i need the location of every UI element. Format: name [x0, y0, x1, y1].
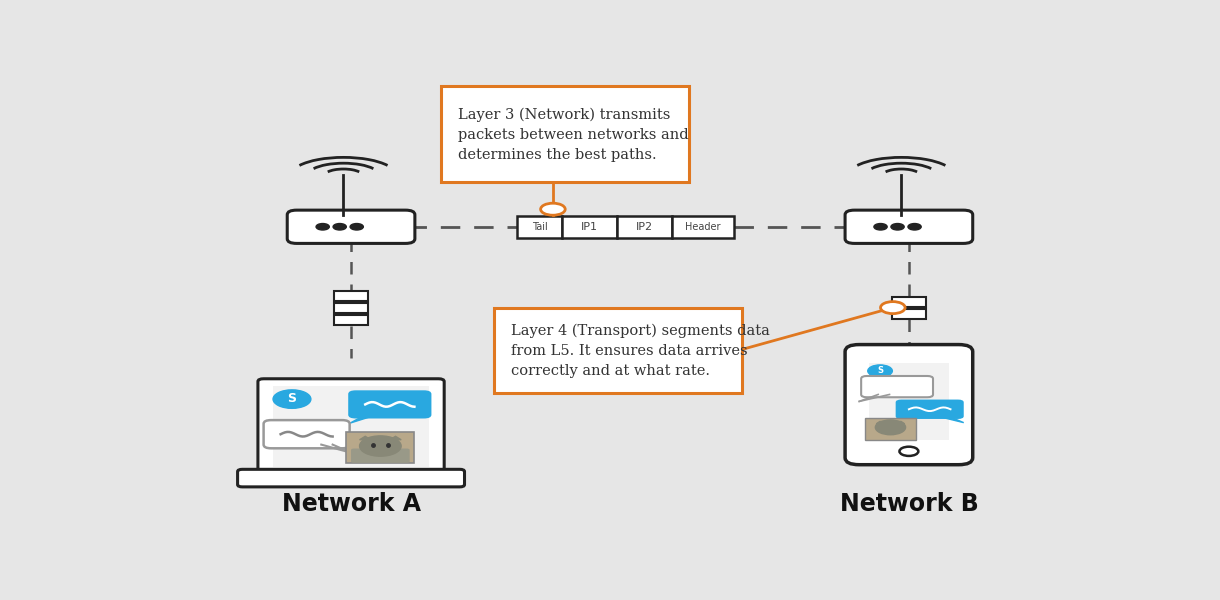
Polygon shape	[859, 394, 889, 401]
FancyBboxPatch shape	[348, 391, 432, 419]
FancyBboxPatch shape	[865, 418, 916, 440]
Circle shape	[360, 436, 401, 456]
FancyBboxPatch shape	[440, 86, 689, 182]
Circle shape	[875, 420, 905, 435]
FancyBboxPatch shape	[895, 400, 964, 419]
FancyBboxPatch shape	[287, 210, 415, 244]
Circle shape	[891, 224, 904, 230]
Text: IP2: IP2	[636, 222, 653, 232]
Circle shape	[874, 224, 887, 230]
Polygon shape	[937, 416, 964, 422]
FancyBboxPatch shape	[273, 386, 429, 467]
Circle shape	[540, 203, 565, 215]
Polygon shape	[350, 415, 377, 423]
FancyBboxPatch shape	[892, 308, 926, 319]
FancyBboxPatch shape	[334, 302, 368, 313]
FancyBboxPatch shape	[334, 314, 368, 325]
Polygon shape	[321, 445, 351, 453]
Text: S: S	[877, 366, 883, 375]
Circle shape	[867, 365, 892, 377]
Polygon shape	[897, 421, 905, 424]
Polygon shape	[876, 421, 883, 424]
Text: Layer 4 (Transport) segments data
from L5. It ensures data arrives
correctly and: Layer 4 (Transport) segments data from L…	[511, 323, 770, 377]
Polygon shape	[390, 436, 401, 440]
Circle shape	[333, 224, 346, 230]
FancyBboxPatch shape	[351, 449, 410, 463]
FancyBboxPatch shape	[845, 210, 972, 244]
FancyBboxPatch shape	[861, 376, 933, 397]
FancyBboxPatch shape	[845, 344, 972, 464]
FancyBboxPatch shape	[517, 215, 562, 238]
FancyBboxPatch shape	[562, 215, 617, 238]
Text: S: S	[288, 392, 296, 405]
Circle shape	[273, 390, 311, 409]
Text: Header: Header	[686, 222, 721, 232]
Circle shape	[316, 224, 329, 230]
Text: Layer 3 (Network) transmits
packets between networks and
determines the best pat: Layer 3 (Network) transmits packets betw…	[458, 107, 688, 161]
FancyBboxPatch shape	[617, 215, 672, 238]
Text: IP1: IP1	[581, 222, 598, 232]
FancyBboxPatch shape	[346, 432, 415, 463]
FancyBboxPatch shape	[869, 362, 949, 440]
Text: Network B: Network B	[839, 492, 978, 516]
FancyBboxPatch shape	[334, 290, 368, 301]
Text: Network A: Network A	[282, 492, 421, 516]
Circle shape	[350, 224, 364, 230]
FancyBboxPatch shape	[257, 379, 444, 475]
FancyBboxPatch shape	[672, 215, 733, 238]
FancyBboxPatch shape	[892, 296, 926, 307]
FancyBboxPatch shape	[494, 308, 743, 392]
Circle shape	[908, 224, 921, 230]
Polygon shape	[360, 436, 371, 440]
FancyBboxPatch shape	[264, 420, 350, 448]
Text: Tail: Tail	[532, 222, 548, 232]
Circle shape	[881, 302, 905, 314]
FancyBboxPatch shape	[238, 469, 465, 487]
